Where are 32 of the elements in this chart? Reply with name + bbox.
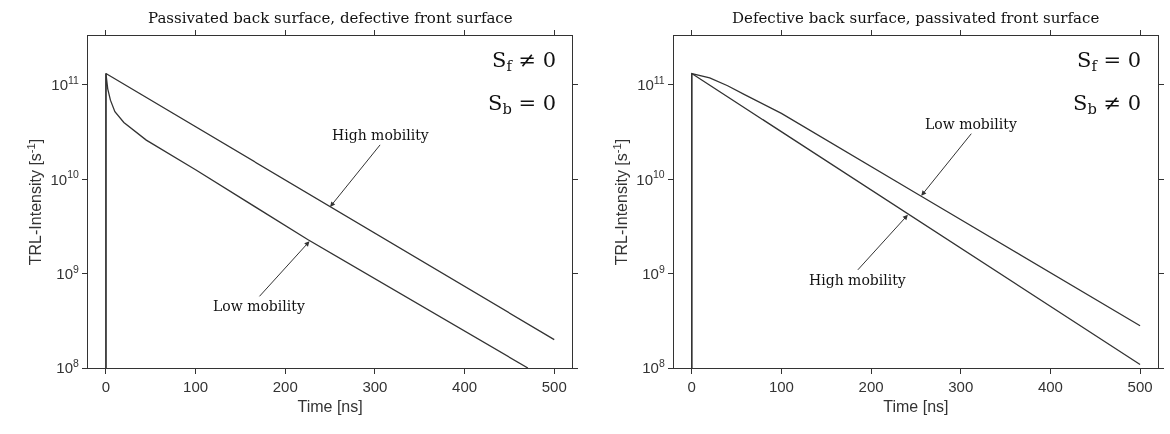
x-tick-label: 100 xyxy=(768,378,794,396)
x-tick-label: 200 xyxy=(272,378,298,396)
annotation: High mobility xyxy=(332,127,429,143)
y-tick-label: 10$^{11}$ xyxy=(637,73,665,94)
x-tick-label: 400 xyxy=(452,378,478,396)
y-tick-label: 10$^{8}$ xyxy=(56,356,80,377)
annotation: S$_{f}$ = 0 xyxy=(1077,48,1142,75)
x-tick-label: 100 xyxy=(183,378,209,396)
x-tick-label: 300 xyxy=(948,378,974,396)
annotation: S$_{b}$ ≠ 0 xyxy=(1073,91,1142,118)
annotation: S$_{b}$ = 0 xyxy=(488,91,557,118)
y-tick-label: 10$^{8}$ xyxy=(642,356,665,377)
y-tick-label: 10$^{10}$ xyxy=(50,168,80,188)
x-tick-label: 300 xyxy=(362,378,388,396)
annotation: Low mobility xyxy=(213,298,305,314)
chart-title: Passivated back surface, defective front surface xyxy=(148,9,513,27)
x-axis-title: Time [ns] xyxy=(297,397,363,415)
annotation: Low mobility xyxy=(925,116,1017,132)
annotation: High mobility xyxy=(809,272,906,288)
chart-title: Defective back surface, passivated front surface xyxy=(732,9,1100,27)
x-tick-label: 0 xyxy=(687,378,696,396)
x-tick-label: 0 xyxy=(101,378,111,396)
annotation: S$_{f}$ ≠ 0 xyxy=(492,48,557,75)
x-tick-label: 400 xyxy=(1037,378,1063,396)
y-tick-label: 10$^{9}$ xyxy=(642,262,665,282)
x-axis-title: Time [ns] xyxy=(883,397,949,415)
x-tick-label: 200 xyxy=(858,378,884,396)
y-tick-label: 10$^{10}$ xyxy=(636,168,665,188)
y-tick-label: 10$^{9}$ xyxy=(56,262,80,282)
y-tick-label: 10$^{11}$ xyxy=(51,73,80,94)
x-tick-label: 500 xyxy=(541,378,567,396)
x-tick-label: 500 xyxy=(1127,378,1153,396)
